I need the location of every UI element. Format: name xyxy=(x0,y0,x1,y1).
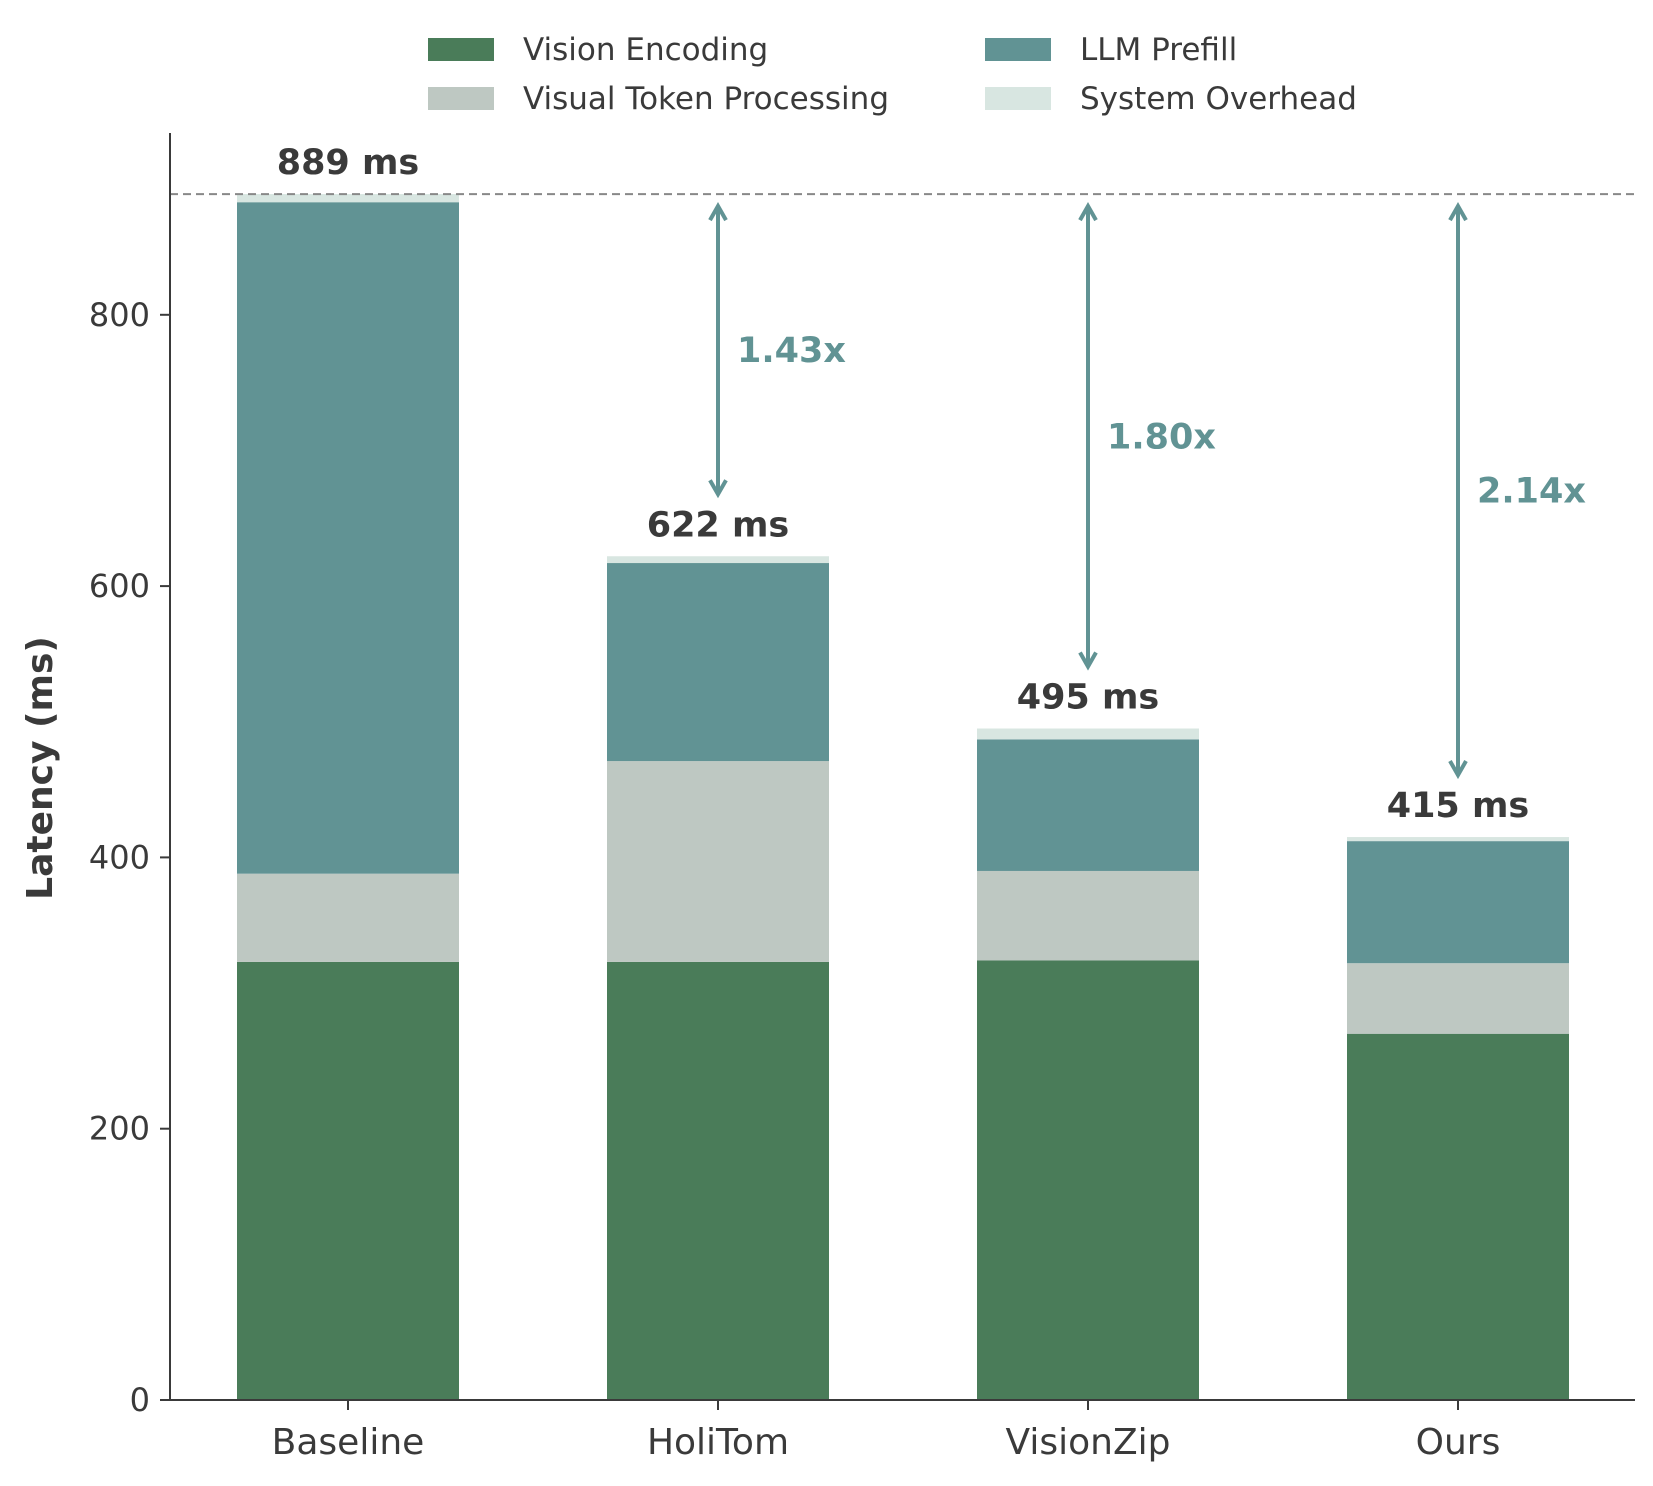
bar-ours-vision-encoding xyxy=(1347,1033,1569,1400)
y-tick-label-0: 0 xyxy=(130,1381,150,1419)
total-label-holitom: 622 ms xyxy=(647,505,790,545)
x-tick-label-baseline: Baseline xyxy=(272,1422,425,1463)
legend-item-visual-token-processing: Visual Token Processing xyxy=(428,81,889,117)
speedup-arrow-ours xyxy=(1448,202,1468,780)
legend-swatch-visual-token-processing xyxy=(428,87,494,110)
y-tick-label-800: 800 xyxy=(89,296,150,334)
y-axis-title: Latency (ms) xyxy=(20,636,61,900)
bar-baseline-system-overhead xyxy=(237,194,459,203)
x-tick-label-ours: Ours xyxy=(1416,1422,1501,1463)
legend-swatch-llm-prefill xyxy=(985,38,1051,61)
bar-holitom-llm-prefill xyxy=(607,563,829,762)
speedup-arrow-holitom xyxy=(708,202,728,499)
y-tick-label-200: 200 xyxy=(89,1110,150,1148)
legend: Vision Encoding Visual Token Processing LL… xyxy=(428,32,1357,117)
x-tick-label-holitom: HoliTom xyxy=(647,1422,789,1463)
axes: 0 200 400 600 800 Baseline HoliTom VisionZip Our… xyxy=(89,133,1635,1463)
speedup-arrow-visionzip xyxy=(1078,202,1098,671)
legend-label-visual-token-processing: Visual Token Processing xyxy=(523,81,889,117)
y-tick-label-600: 600 xyxy=(89,567,150,605)
bar-visionzip-llm-prefill xyxy=(977,739,1199,871)
total-label-ours: 415 ms xyxy=(1387,786,1530,826)
bar-baseline-vision-encoding xyxy=(237,961,459,1400)
bar-baseline-llm-prefill xyxy=(237,202,459,874)
annotations: 889 ms 622 ms 495 ms 415 ms 1.43x 1.80x 2.14x xyxy=(277,143,1587,826)
bar-holitom-system-overhead xyxy=(607,556,829,564)
bar-baseline-visual-token-processing xyxy=(237,873,459,962)
bar-holitom-visual-token-processing xyxy=(607,761,829,962)
speedup-label-visionzip: 1.80x xyxy=(1107,417,1216,457)
total-label-visionzip: 495 ms xyxy=(1017,678,1160,718)
legend-item-vision-encoding: Vision Encoding xyxy=(428,32,768,68)
legend-swatch-vision-encoding xyxy=(428,38,494,61)
legend-swatch-system-overhead xyxy=(985,87,1051,110)
legend-item-llm-prefill: LLM Prefill xyxy=(985,32,1237,68)
speedup-label-ours: 2.14x xyxy=(1477,472,1586,512)
bars xyxy=(237,194,1569,1400)
y-tick-label-400: 400 xyxy=(89,838,150,876)
bar-visionzip-visual-token-processing xyxy=(977,870,1199,961)
bar-visionzip-system-overhead xyxy=(977,728,1199,740)
legend-label-system-overhead: System Overhead xyxy=(1080,81,1357,117)
x-tick-label-visionzip: VisionZip xyxy=(1006,1422,1171,1463)
total-label-baseline: 889 ms xyxy=(277,143,420,183)
bar-holitom-vision-encoding xyxy=(607,961,829,1400)
legend-label-vision-encoding: Vision Encoding xyxy=(523,32,768,68)
bar-ours-llm-prefill xyxy=(1347,841,1569,964)
speedup-label-holitom: 1.43x xyxy=(737,331,846,371)
bar-visionzip-vision-encoding xyxy=(977,960,1199,1400)
legend-label-llm-prefill: LLM Prefill xyxy=(1080,32,1237,68)
bar-ours-system-overhead xyxy=(1347,837,1569,842)
legend-item-system-overhead: System Overhead xyxy=(985,81,1357,117)
bar-ours-visual-token-processing xyxy=(1347,963,1569,1034)
